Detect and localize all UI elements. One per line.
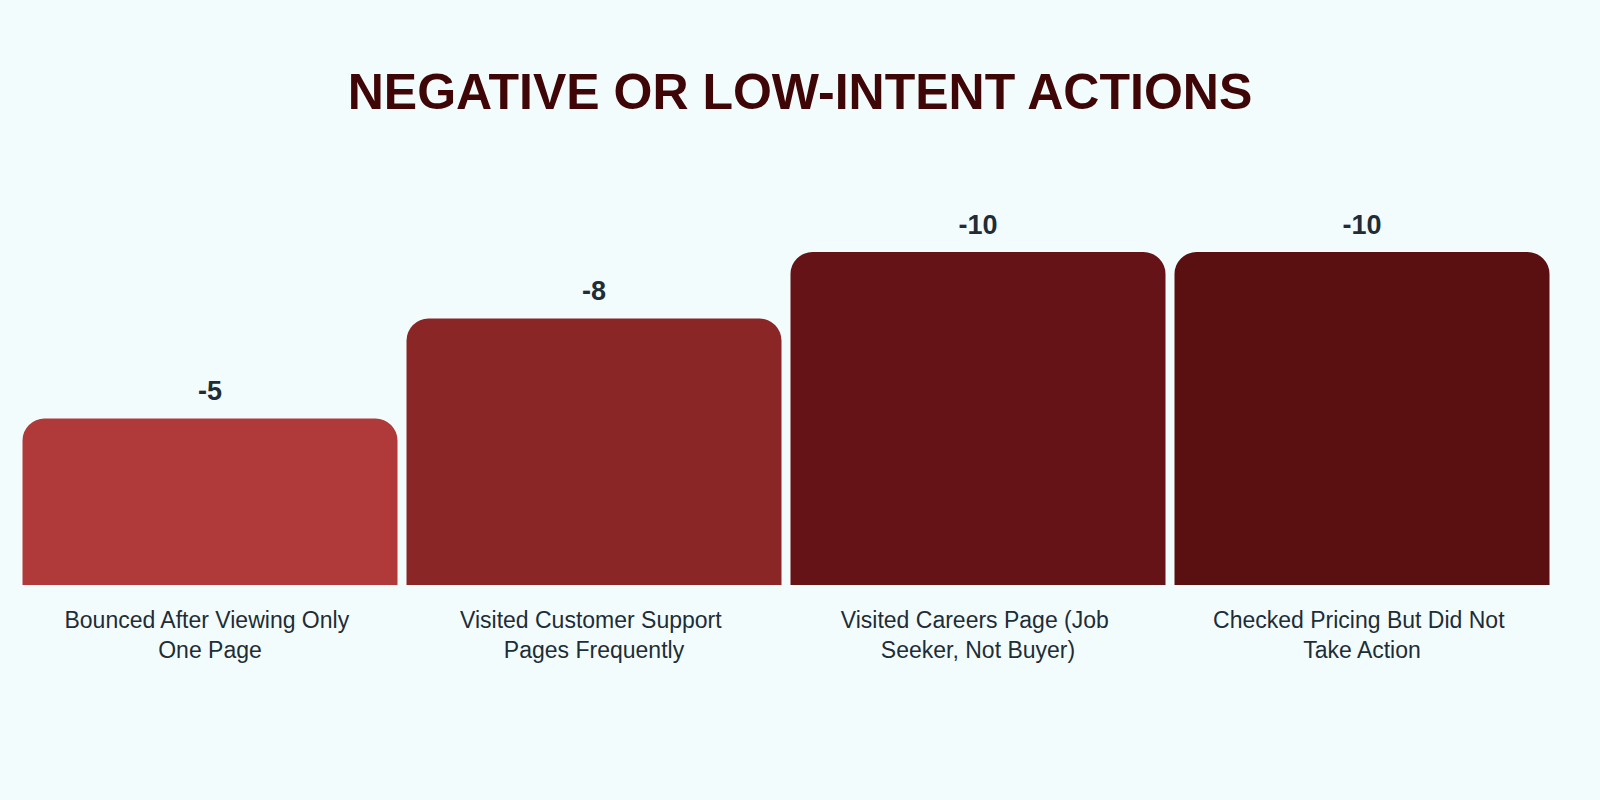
svg-text:Pages Frequently: Pages Frequently xyxy=(504,637,685,663)
svg-text:Visited Careers Page (Job: Visited Careers Page (Job xyxy=(841,607,1115,633)
svg-text:-10: -10 xyxy=(1342,210,1381,240)
svg-text:One Page: One Page xyxy=(158,637,262,663)
svg-text:Visited Customer Support: Visited Customer Support xyxy=(460,607,728,633)
svg-text:-8: -8 xyxy=(582,276,606,306)
svg-text:Seeker, Not Buyer): Seeker, Not Buyer) xyxy=(881,637,1075,663)
svg-text:-10: -10 xyxy=(958,210,997,240)
svg-text:Take Action: Take Action xyxy=(1303,637,1421,663)
svg-text:Bounced After Viewing Only: Bounced After Viewing Only xyxy=(64,607,355,633)
svg-text:-5: -5 xyxy=(198,376,222,406)
svg-text:Checked Pricing But Did Not: Checked Pricing But Did Not xyxy=(1213,607,1511,633)
svg-text:NEGATIVE OR LOW-INTENT ACTIONS: NEGATIVE OR LOW-INTENT ACTIONS xyxy=(348,64,1253,120)
